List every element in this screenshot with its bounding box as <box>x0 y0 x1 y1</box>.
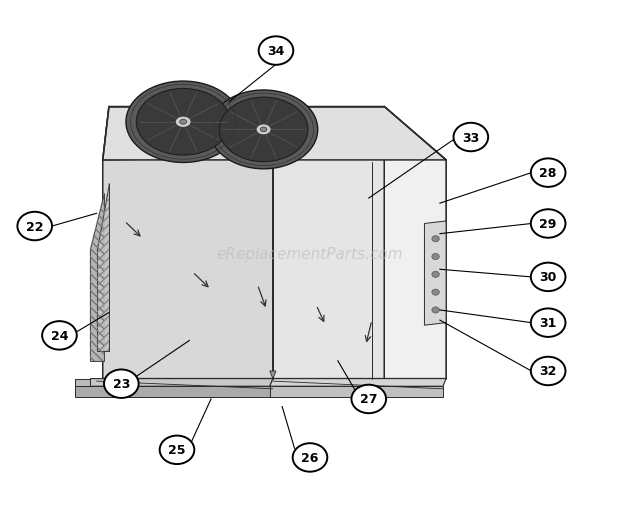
Ellipse shape <box>126 82 241 163</box>
Circle shape <box>432 272 440 278</box>
Circle shape <box>160 436 194 464</box>
Circle shape <box>453 124 488 152</box>
Polygon shape <box>270 371 276 379</box>
Polygon shape <box>270 386 443 398</box>
Circle shape <box>531 210 565 238</box>
Circle shape <box>432 254 440 260</box>
Text: 34: 34 <box>267 45 285 58</box>
Text: 33: 33 <box>463 131 479 144</box>
Polygon shape <box>97 183 109 351</box>
Circle shape <box>531 357 565 385</box>
Polygon shape <box>384 107 446 379</box>
Text: eReplacementParts.com: eReplacementParts.com <box>216 247 404 262</box>
Circle shape <box>42 322 77 350</box>
Circle shape <box>259 37 293 66</box>
Circle shape <box>432 290 440 296</box>
Ellipse shape <box>136 89 230 156</box>
Ellipse shape <box>256 125 271 135</box>
Circle shape <box>432 307 440 314</box>
Circle shape <box>531 159 565 187</box>
Ellipse shape <box>210 91 317 169</box>
Polygon shape <box>270 379 446 386</box>
Text: 29: 29 <box>539 217 557 231</box>
Polygon shape <box>75 386 270 398</box>
Polygon shape <box>103 158 273 379</box>
Text: 28: 28 <box>539 167 557 180</box>
Text: 30: 30 <box>539 271 557 284</box>
Circle shape <box>432 236 440 242</box>
Text: 22: 22 <box>26 220 43 233</box>
Ellipse shape <box>260 128 267 132</box>
Polygon shape <box>425 221 446 326</box>
Polygon shape <box>75 379 91 386</box>
Text: 26: 26 <box>301 451 319 464</box>
Ellipse shape <box>180 120 187 125</box>
Ellipse shape <box>175 117 191 128</box>
Circle shape <box>352 385 386 413</box>
Circle shape <box>531 263 565 292</box>
Circle shape <box>293 443 327 472</box>
Text: 32: 32 <box>539 365 557 378</box>
Text: 25: 25 <box>168 443 186 457</box>
Polygon shape <box>103 107 446 161</box>
Polygon shape <box>103 107 109 379</box>
Text: 31: 31 <box>539 317 557 329</box>
Polygon shape <box>91 193 104 361</box>
Text: 27: 27 <box>360 392 378 406</box>
Circle shape <box>531 309 565 337</box>
Text: 24: 24 <box>51 329 68 342</box>
Ellipse shape <box>219 98 308 162</box>
Polygon shape <box>273 158 446 379</box>
Circle shape <box>17 212 52 241</box>
Polygon shape <box>91 379 273 386</box>
Text: 23: 23 <box>113 378 130 390</box>
Circle shape <box>104 370 139 398</box>
